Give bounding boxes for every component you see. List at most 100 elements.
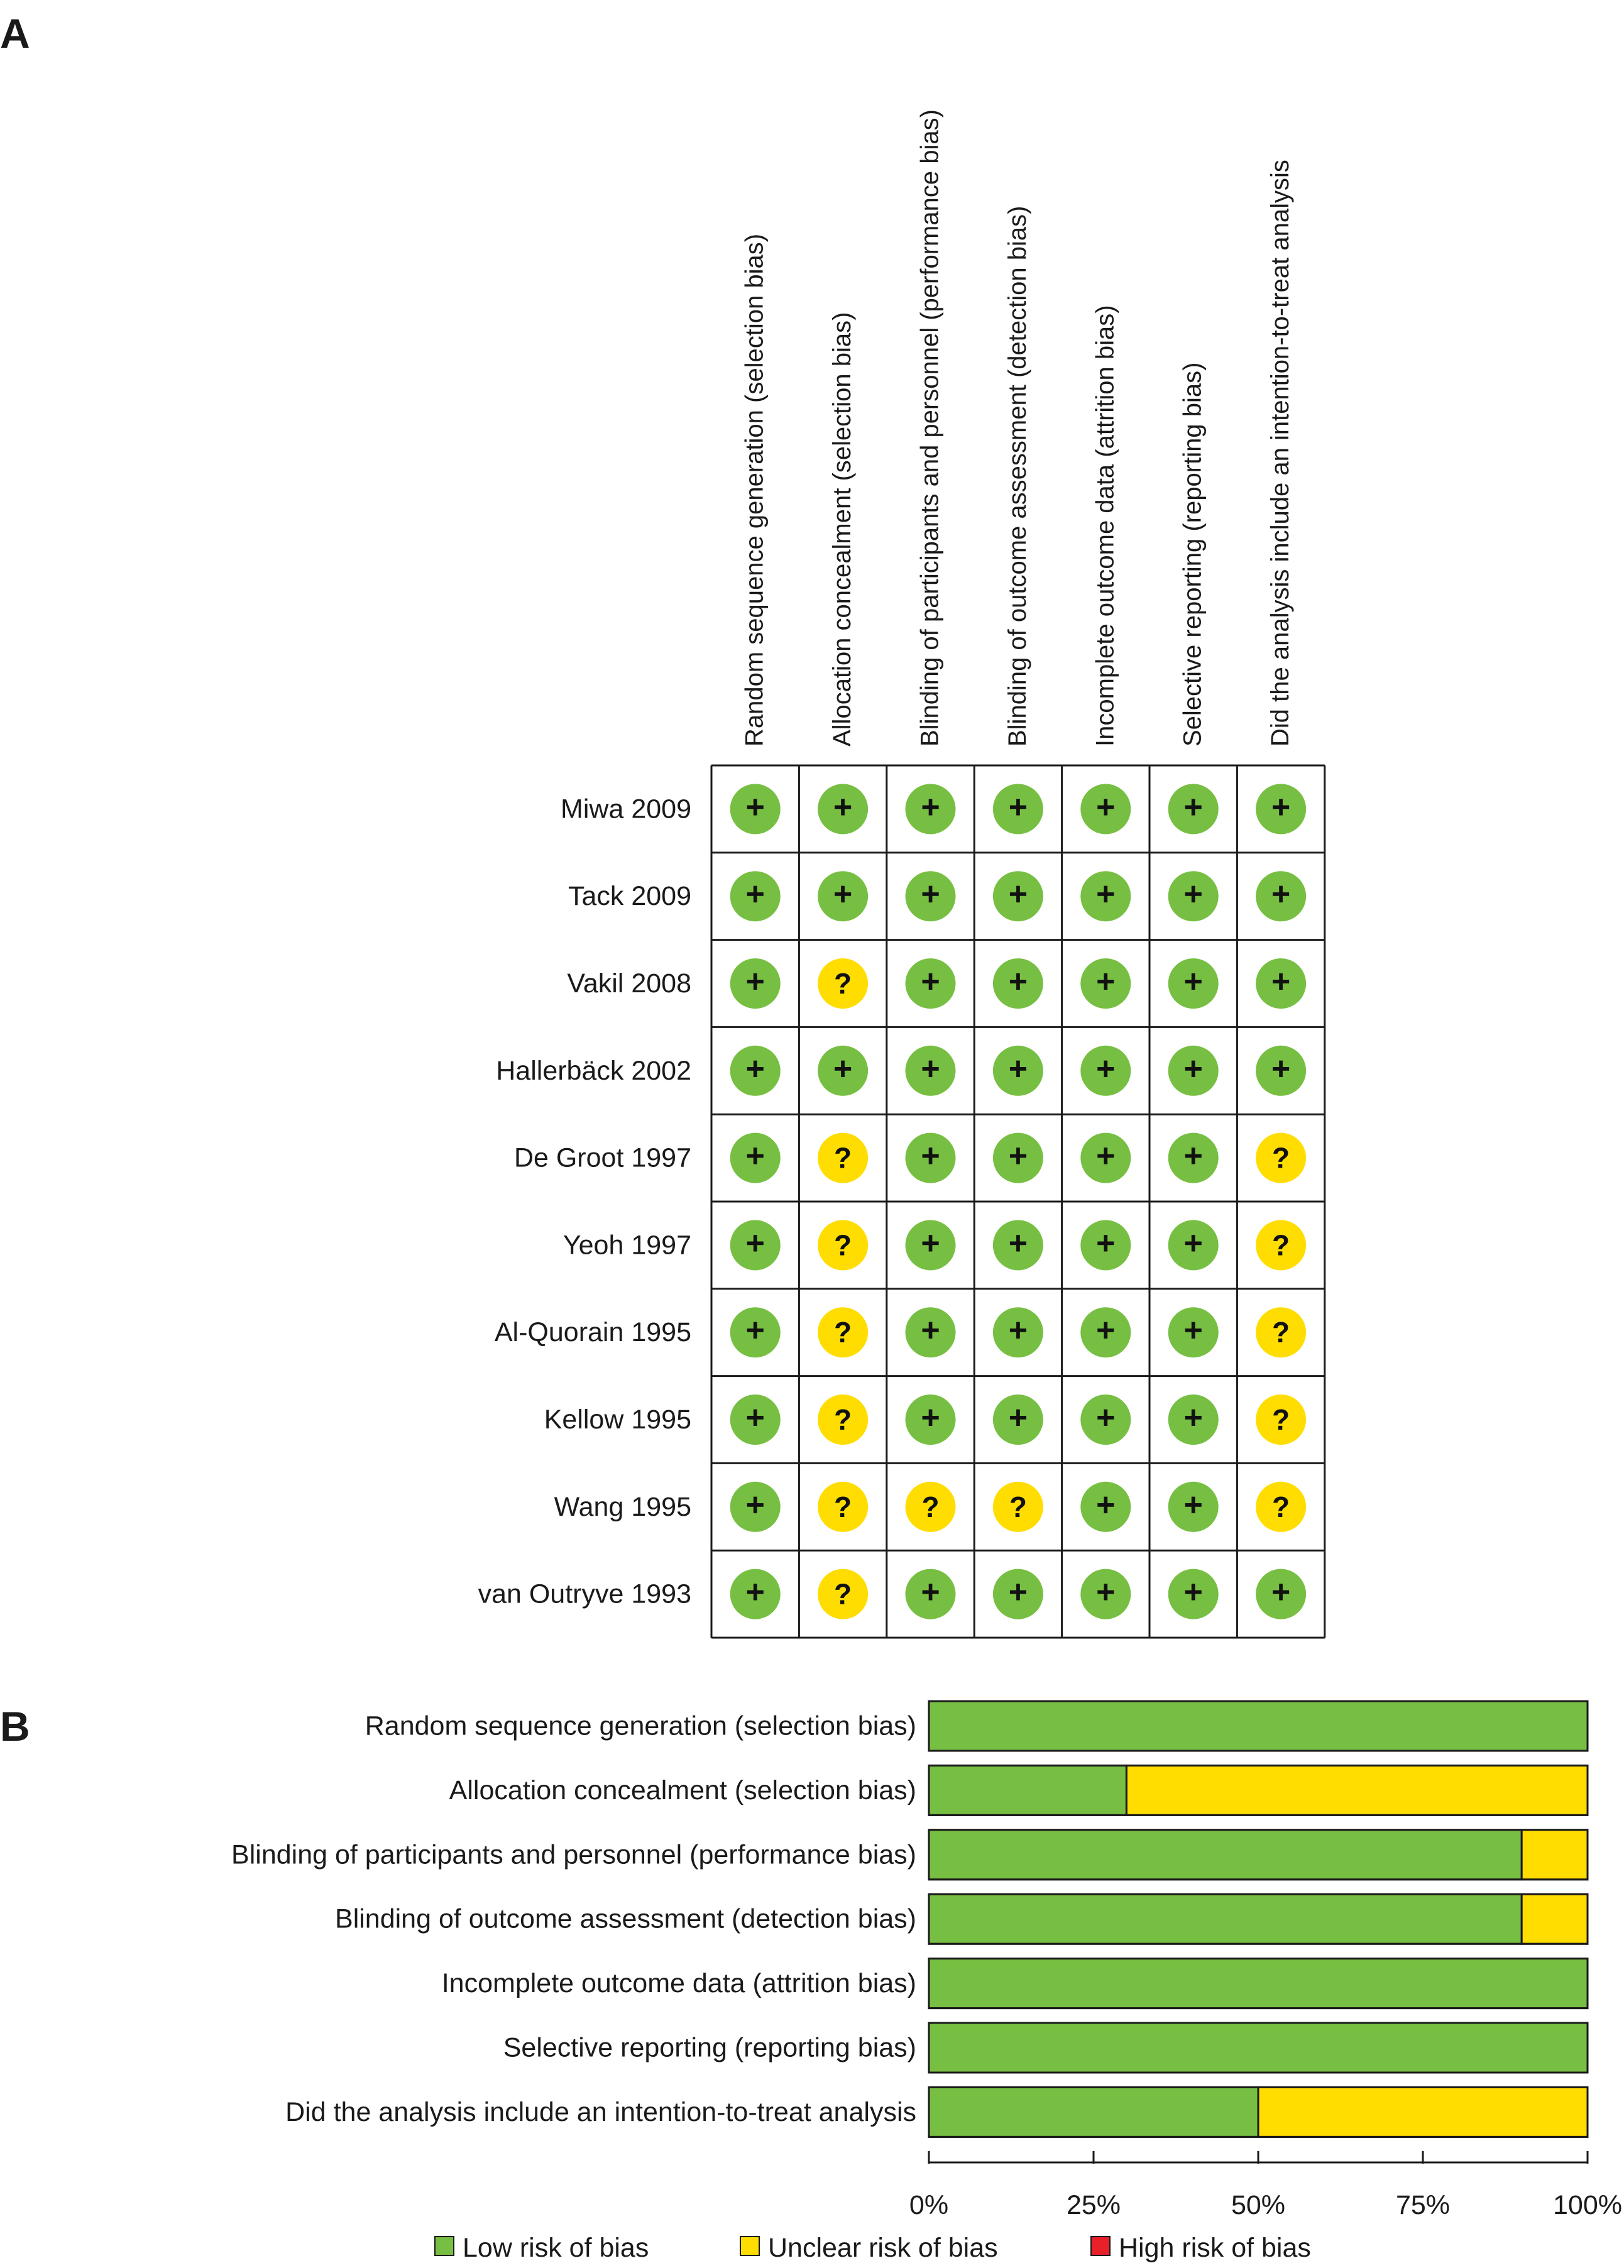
rating-circle [818, 958, 869, 1009]
x-tick-label-1: 0% [909, 2190, 948, 2220]
bar-frame [928, 1700, 1589, 1752]
rating-circle [818, 871, 869, 922]
rating-circle [730, 1394, 781, 1445]
x-tick-label-4: 75% [1396, 2190, 1450, 2220]
legend: Low risk of bias Unclear risk of bias High… [434, 2233, 1311, 2263]
rating-circle [992, 784, 1043, 835]
rating-circle [992, 1569, 1043, 1619]
plus-symbol: + [1271, 789, 1290, 825]
plus-symbol: + [921, 789, 940, 825]
legend-label-3: High risk of bias [1119, 2233, 1311, 2263]
bar-segment-1 [928, 1829, 1523, 1881]
bar-segment-2 [1520, 1829, 1589, 1881]
rating-circle [992, 1481, 1043, 1532]
plus-symbol: + [921, 963, 940, 1000]
rating-circle [818, 1220, 869, 1271]
bar-frame [928, 2022, 1589, 2074]
rating-circle [730, 1220, 781, 1271]
rating-circle [905, 1132, 956, 1183]
rating-circle [1256, 1132, 1307, 1183]
summary-grid: Random sequence generation (selection bi… [478, 109, 1326, 1639]
plus-symbol: + [746, 789, 765, 825]
question-symbol: ? [834, 1491, 852, 1523]
rating-circle [1080, 871, 1131, 922]
rating-circle [1080, 784, 1131, 835]
rating-circle [730, 1481, 781, 1532]
plus-symbol: + [1009, 1574, 1028, 1611]
study-label-6: Yeoh 1997 [563, 1230, 691, 1260]
legend-swatch-1 [434, 2236, 454, 2256]
rating-circle [992, 1307, 1043, 1358]
plus-symbol: + [1184, 1225, 1203, 1261]
column-header-2: Allocation concealment (selection bias) [828, 312, 856, 747]
plus-symbol: + [1096, 1400, 1115, 1436]
rating-circle [730, 871, 781, 922]
plus-symbol: + [746, 876, 765, 912]
column-header-6: Selective reporting (reporting bias) [1179, 363, 1207, 747]
question-symbol: ? [834, 1142, 852, 1175]
question-symbol: ? [1272, 1229, 1290, 1261]
rating-circle [1168, 871, 1219, 922]
study-label-8: Kellow 1995 [544, 1405, 691, 1435]
rating-circle [730, 1045, 781, 1096]
question-symbol: ? [1272, 1316, 1290, 1349]
x-tick-label-3: 50% [1231, 2190, 1285, 2220]
bar-category-label-6: Selective reporting (reporting bias) [503, 2033, 916, 2063]
plus-symbol: + [746, 1312, 765, 1349]
plus-symbol: + [921, 1574, 940, 1611]
plus-symbol: + [833, 789, 852, 825]
plus-symbol: + [1009, 1051, 1028, 1087]
question-symbol: ? [1272, 1491, 1290, 1523]
study-label-7: Al-Quorain 1995 [495, 1317, 691, 1347]
question-symbol: ? [1272, 1403, 1290, 1436]
plus-symbol: + [1184, 1574, 1203, 1611]
question-symbol: ? [834, 1578, 852, 1611]
column-header-7: Did the analysis include an intention-to… [1266, 160, 1294, 747]
rating-circle [905, 1045, 956, 1096]
bar-segment-1 [928, 2086, 1259, 2138]
question-symbol: ? [1009, 1491, 1027, 1523]
column-header-5: Incomplete outcome data (attrition bias) [1091, 305, 1119, 747]
rating-circle [905, 1569, 956, 1619]
plus-symbol: + [921, 1138, 940, 1175]
rating-circle [818, 1132, 869, 1183]
rating-circle [818, 1394, 869, 1445]
plus-symbol: + [1096, 876, 1115, 912]
bar-segment-1 [928, 1700, 1589, 1752]
plus-symbol: + [746, 1400, 765, 1436]
column-header-1: Random sequence generation (selection bi… [741, 234, 769, 747]
plus-symbol: + [1184, 963, 1203, 1000]
plus-symbol: + [1096, 1051, 1115, 1087]
rating-circle [992, 1045, 1043, 1096]
plus-symbol: + [1184, 1138, 1203, 1175]
rating-circle [1168, 1481, 1219, 1532]
legend-label-1: Low risk of bias [463, 2233, 649, 2263]
plus-symbol: + [1184, 1400, 1203, 1436]
panel-label-a: A [0, 10, 30, 57]
plus-symbol: + [746, 1051, 765, 1087]
bias-graph: Random sequence generation (selection bi… [231, 1700, 1622, 2220]
plus-symbol: + [1271, 876, 1290, 912]
rating-circle [818, 784, 869, 835]
rating-circle [992, 871, 1043, 922]
plus-symbol: + [921, 1312, 940, 1349]
rating-circle [818, 1307, 869, 1358]
plus-symbol: + [1271, 1051, 1290, 1087]
rating-circle [905, 784, 956, 835]
rating-circle [1080, 1220, 1131, 1271]
rating-circle [730, 1569, 781, 1619]
panel-label-b: B [0, 1703, 30, 1750]
plus-symbol: + [1271, 963, 1290, 1000]
column-header-3: Blinding of participants and personnel (… [916, 109, 944, 747]
plus-symbol: + [1009, 1225, 1028, 1261]
question-symbol: ? [1272, 1142, 1290, 1175]
plus-symbol: + [1184, 789, 1203, 825]
rating-circle [1168, 1307, 1219, 1358]
bar-segment-2 [1125, 1764, 1589, 1816]
plus-symbol: + [1009, 876, 1028, 912]
plus-symbol: + [1096, 1574, 1115, 1611]
bar-segment-2 [1257, 2086, 1589, 2138]
study-label-3: Vakil 2008 [567, 968, 691, 999]
plus-symbol: + [1096, 1225, 1115, 1261]
